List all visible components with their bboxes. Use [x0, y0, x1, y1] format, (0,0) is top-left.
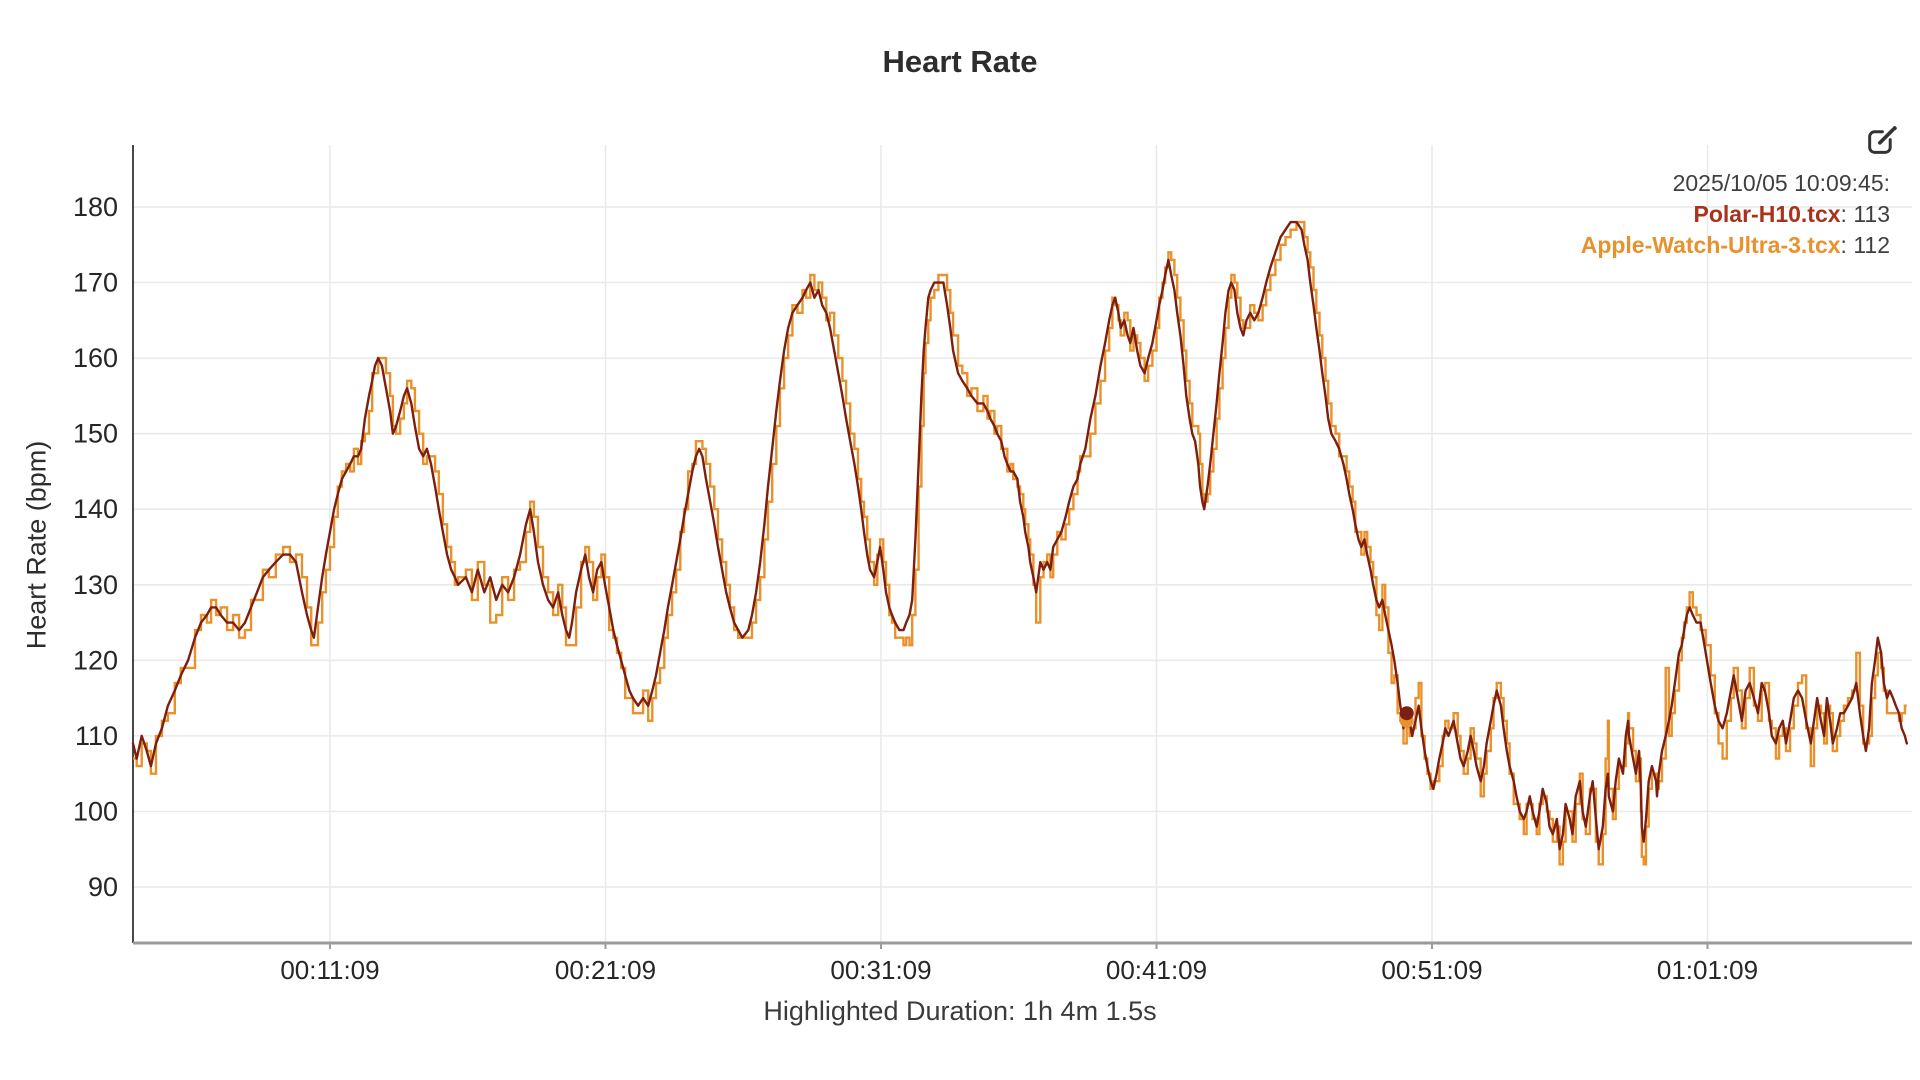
tooltip-series-name: Apple-Watch-Ultra-3.tcx	[1580, 232, 1841, 258]
y-tick-label: 100	[73, 796, 118, 826]
y-tick-label: 110	[75, 721, 118, 751]
x-tick-label: 00:41:09	[1106, 955, 1207, 985]
tooltip-series-row: Polar-H10.tcx: 113	[1581, 199, 1890, 230]
pencil-square-icon	[1868, 126, 1897, 154]
polar-series-line[interactable]	[131, 220, 1908, 851]
x-tick-label: 00:11:09	[280, 955, 379, 985]
hover-tooltip: 2025/10/05 10:09:45: Polar-H10.tcx: 113 A…	[1581, 168, 1890, 261]
edit-icon[interactable]	[1864, 124, 1898, 158]
x-tick-label: 00:31:09	[830, 955, 931, 985]
tooltip-series-name: Polar-H10.tcx	[1693, 201, 1841, 227]
y-tick-label: 90	[88, 872, 118, 902]
polar-hover-marker[interactable]	[1399, 706, 1414, 721]
chart-title: Heart Rate	[882, 44, 1038, 79]
y-tick-label: 120	[73, 645, 118, 675]
tooltip-series-value: : 112	[1840, 232, 1890, 258]
y-tick-label: 140	[73, 494, 118, 524]
x-tick-label: 01:01:09	[1657, 955, 1758, 985]
y-tick-label: 150	[73, 419, 118, 449]
tooltip-series-value: : 113	[1840, 201, 1890, 227]
highlighted-duration-label: Highlighted Duration: 1h 4m 1.5s	[763, 996, 1157, 1026]
y-tick-label: 170	[73, 268, 118, 298]
tooltip-series-row: Apple-Watch-Ultra-3.tcx: 112	[1581, 230, 1890, 261]
x-tick-label: 00:21:09	[555, 955, 656, 985]
tooltip-timestamp: 2025/10/05 10:09:45:	[1672, 170, 1890, 196]
y-tick-label: 160	[73, 343, 118, 373]
tooltip-series-list: Polar-H10.tcx: 113 Apple-Watch-Ultra-3.tc…	[1581, 199, 1890, 261]
y-tick-label: 180	[73, 192, 118, 222]
x-tick-label: 00:51:09	[1381, 955, 1482, 985]
y-tick-label: 130	[73, 570, 118, 600]
